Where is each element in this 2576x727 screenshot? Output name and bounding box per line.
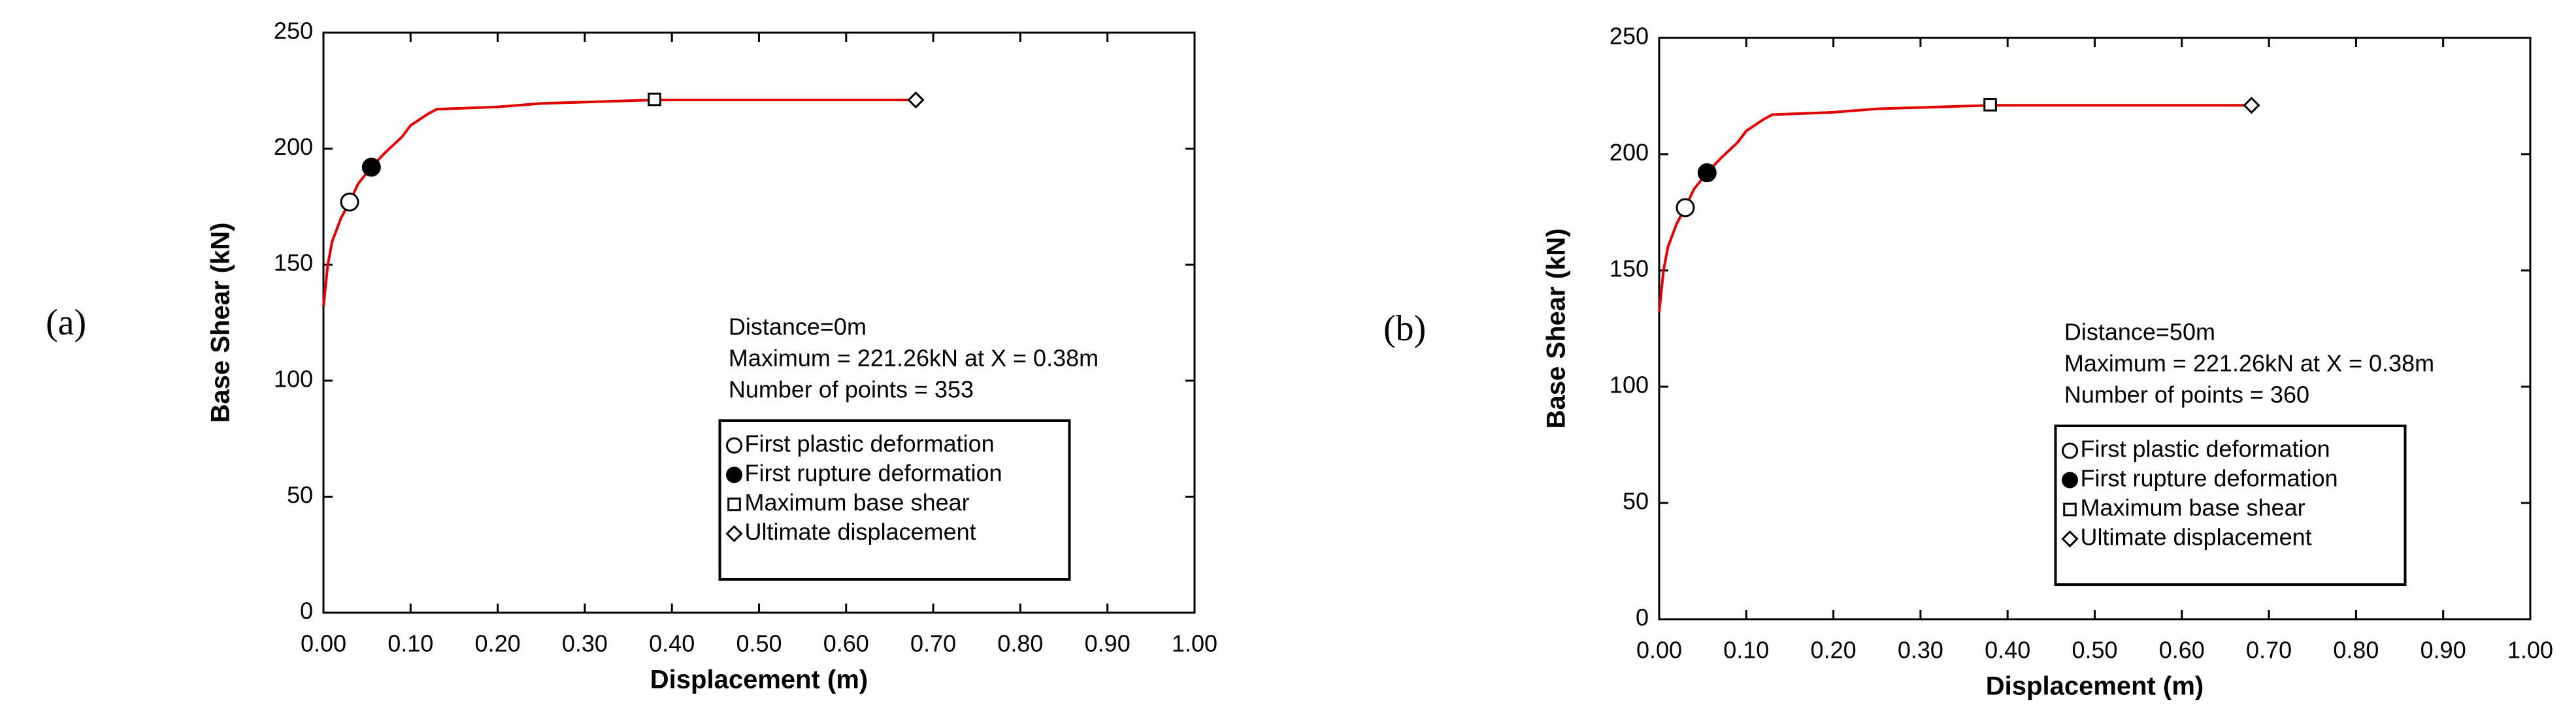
x-tick-label: 0.60 bbox=[2159, 637, 2205, 664]
legend-marker bbox=[2061, 530, 2079, 548]
annotation: Distance=0m bbox=[729, 314, 867, 340]
x-tick-label: 0.80 bbox=[997, 630, 1043, 657]
marker bbox=[1676, 198, 1695, 218]
y-tick-label: 0 bbox=[300, 598, 313, 624]
legend-marker bbox=[2062, 472, 2079, 489]
y-tick-label: 250 bbox=[1610, 23, 1649, 50]
marker bbox=[1697, 163, 1717, 182]
y-tick-label: 0 bbox=[1636, 604, 1649, 631]
marker bbox=[1983, 98, 1997, 112]
legend-label: Maximum base shear bbox=[745, 489, 970, 516]
legend-label: First plastic deformation bbox=[2081, 436, 2330, 462]
legend-marker bbox=[726, 466, 743, 483]
marker bbox=[340, 192, 359, 212]
x-tick-label: 0.70 bbox=[910, 630, 956, 657]
y-tick-label: 50 bbox=[287, 481, 313, 508]
y-tick-label: 100 bbox=[1610, 372, 1649, 398]
x-tick-label: 0.80 bbox=[2333, 637, 2379, 664]
legend-label: Maximum base shear bbox=[2081, 494, 2305, 521]
x-tick-label: 0.90 bbox=[2420, 637, 2466, 664]
x-tick-label: 0.00 bbox=[301, 630, 346, 657]
x-tick-label: 1.00 bbox=[2507, 637, 2553, 664]
annotation: Maximum = 221.26kN at X = 0.38m bbox=[2064, 350, 2434, 377]
annotation: Maximum = 221.26kN at X = 0.38m bbox=[729, 345, 1098, 372]
annotation: Distance=50m bbox=[2064, 319, 2215, 346]
legend-label: Ultimate displacement bbox=[2081, 524, 2312, 551]
legend-label: First rupture deformation bbox=[2081, 465, 2338, 492]
annotation: Number of points = 353 bbox=[729, 376, 974, 403]
legend-label: First rupture deformation bbox=[745, 460, 1002, 487]
x-tick-label: 0.30 bbox=[1898, 637, 1943, 664]
legend-marker bbox=[2062, 442, 2079, 459]
marker bbox=[907, 91, 925, 109]
x-tick-label: 0.50 bbox=[736, 630, 782, 657]
y-tick-label: 200 bbox=[1610, 139, 1649, 166]
x-tick-label: 1.00 bbox=[1172, 630, 1217, 657]
legend-label: Ultimate displacement bbox=[745, 519, 976, 545]
y-tick-label: 50 bbox=[1623, 488, 1649, 515]
x-tick-label: 0.90 bbox=[1085, 630, 1131, 657]
legend-label: First plastic deformation bbox=[745, 430, 995, 457]
legend-marker bbox=[2063, 502, 2077, 517]
x-tick-label: 0.30 bbox=[562, 630, 608, 657]
legend-marker bbox=[725, 525, 743, 543]
curve bbox=[1658, 104, 2252, 313]
x-axis-title: Displacement (m) bbox=[650, 666, 868, 694]
y-tick-label: 250 bbox=[274, 18, 313, 44]
x-tick-label: 0.20 bbox=[1811, 637, 1857, 664]
marker bbox=[648, 92, 661, 106]
x-axis-title: Displacement (m) bbox=[1986, 672, 2204, 701]
curve bbox=[322, 99, 916, 307]
x-tick-label: 0.40 bbox=[649, 630, 695, 657]
x-tick-label: 0.60 bbox=[823, 630, 869, 657]
legend-box bbox=[718, 419, 1071, 581]
x-tick-label: 0.10 bbox=[1723, 637, 1769, 664]
x-tick-label: 0.20 bbox=[475, 630, 521, 657]
panel-label: (b) bbox=[1383, 308, 1426, 349]
legend-box bbox=[2054, 425, 2407, 586]
x-tick-label: 0.10 bbox=[388, 630, 433, 657]
marker bbox=[2243, 97, 2260, 114]
panel-label: (a) bbox=[46, 302, 86, 343]
annotation: Number of points = 360 bbox=[2064, 381, 2309, 408]
x-tick-label: 0.40 bbox=[1985, 637, 2030, 664]
legend-marker bbox=[727, 497, 741, 511]
x-tick-label: 0.00 bbox=[1636, 637, 1682, 664]
legend-marker bbox=[726, 437, 743, 454]
y-tick-label: 100 bbox=[274, 365, 313, 392]
marker bbox=[361, 157, 381, 177]
y-tick-label: 150 bbox=[1610, 255, 1649, 282]
y-tick-label: 200 bbox=[274, 133, 313, 160]
x-tick-label: 0.50 bbox=[2072, 637, 2117, 664]
y-axis-title: Base Shear (kN) bbox=[1542, 229, 1571, 429]
x-tick-label: 0.70 bbox=[2246, 637, 2292, 664]
y-tick-label: 150 bbox=[274, 250, 313, 276]
y-axis-title: Base Shear (kN) bbox=[206, 223, 235, 423]
